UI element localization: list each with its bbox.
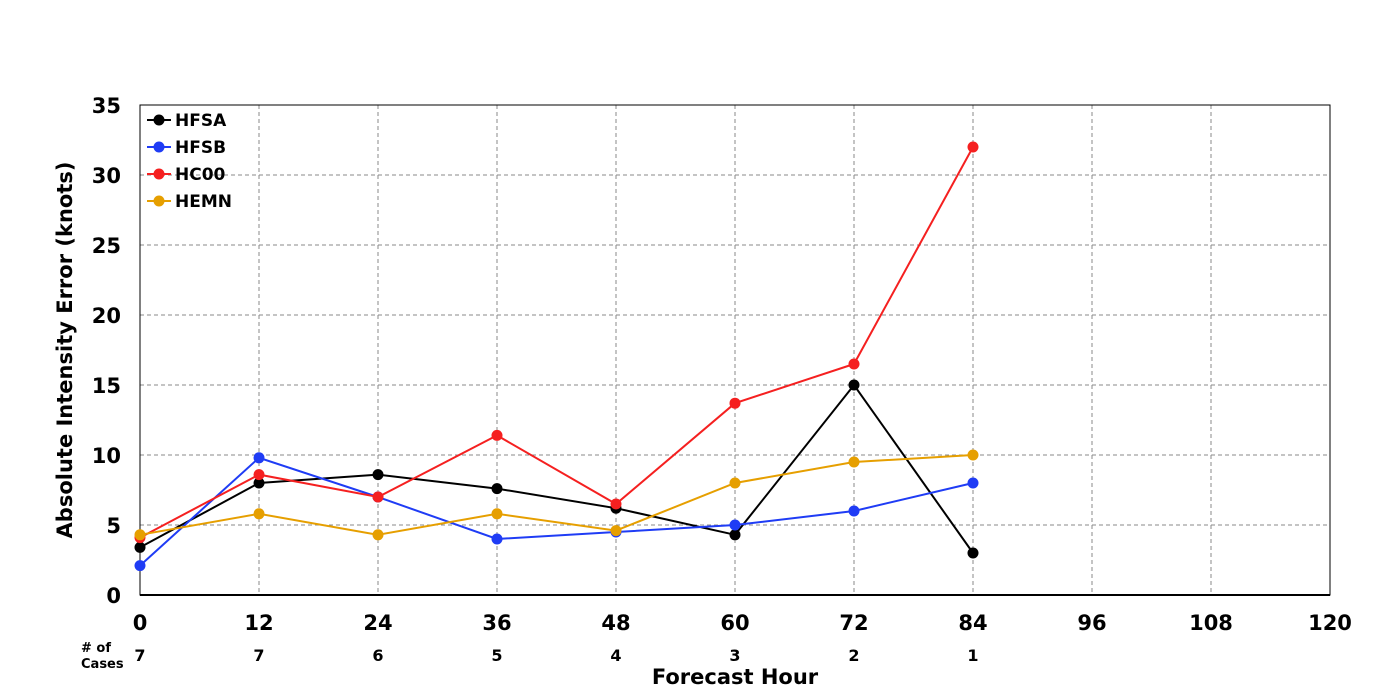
data-point	[967, 547, 979, 559]
y-tick-labels: 0 5 10 15 20 25 30 35	[92, 94, 121, 608]
y-tick-label: 25	[92, 234, 121, 258]
y-tick-label: 35	[92, 94, 121, 118]
data-point	[253, 469, 265, 481]
data-point	[967, 141, 979, 153]
data-point	[253, 508, 265, 520]
data-point	[134, 529, 146, 541]
data-point	[610, 498, 622, 510]
data-point	[848, 379, 860, 391]
legend-entry-hc00: HC00	[147, 165, 226, 185]
data-point	[610, 525, 622, 537]
data-point	[372, 469, 384, 481]
legend-marker	[153, 168, 165, 180]
legend-marker	[153, 141, 165, 153]
case-counts: # of Cases 7 7 6 5 4 3 2 1	[81, 641, 979, 672]
case-count: 5	[491, 646, 502, 665]
data-point	[729, 519, 741, 531]
x-tick-label: 48	[601, 611, 630, 635]
series-lines	[134, 141, 979, 572]
cases-label-line1: # of	[81, 641, 111, 656]
x-tick-label: 0	[133, 611, 148, 635]
data-point	[491, 429, 503, 441]
series-line	[139, 383, 974, 554]
data-point	[848, 358, 860, 370]
data-point	[967, 477, 979, 489]
series-line	[139, 456, 974, 567]
legend-label: HFSB	[175, 138, 226, 158]
legend-label: HC00	[175, 165, 226, 185]
series-hc00	[134, 141, 979, 544]
case-count: 2	[848, 646, 859, 665]
legend-entry-hfsa: HFSA	[147, 111, 227, 131]
legend-label: HFSA	[175, 111, 227, 131]
case-count: 7	[253, 646, 264, 665]
x-tick-label: 24	[363, 611, 392, 635]
data-point	[729, 529, 741, 541]
cases-label-line2: Cases	[81, 657, 124, 672]
series-line	[139, 146, 974, 539]
y-axis-title: Absolute Intensity Error (knots)	[53, 162, 77, 539]
x-tick-labels: 0 12 24 36 48 60 72 84 96 108 120	[133, 611, 1352, 635]
x-tick-label: 72	[839, 611, 868, 635]
series-hfsa	[134, 379, 979, 559]
data-point	[372, 529, 384, 541]
y-tick-label: 15	[92, 374, 121, 398]
data-point	[729, 397, 741, 409]
x-tick-label: 12	[244, 611, 273, 635]
legend: HFSA HFSB HC00 HEMN	[147, 111, 232, 212]
series-hfsb	[134, 452, 979, 572]
data-point	[491, 508, 503, 520]
legend-entry-hfsb: HFSB	[147, 138, 226, 158]
x-tick-label: 120	[1308, 611, 1352, 635]
legend-marker	[153, 195, 165, 207]
series-line	[139, 454, 974, 536]
x-tick-label: 84	[958, 611, 987, 635]
data-point	[491, 533, 503, 545]
x-tick-label: 108	[1189, 611, 1233, 635]
data-point	[491, 483, 503, 495]
y-tick-label: 5	[106, 514, 121, 538]
y-tick-label: 30	[92, 164, 121, 188]
y-tick-label: 20	[92, 304, 121, 328]
case-count: 7	[134, 646, 145, 665]
data-point	[848, 505, 860, 517]
series-hemn	[134, 449, 979, 541]
data-point	[729, 477, 741, 489]
case-count: 6	[372, 646, 383, 665]
x-axis-title: Forecast Hour	[652, 665, 819, 689]
data-point	[134, 560, 146, 572]
y-tick-label: 0	[106, 584, 121, 608]
x-tick-label: 60	[720, 611, 749, 635]
data-point	[967, 449, 979, 461]
y-tick-label: 10	[92, 444, 121, 468]
x-tick-label: 96	[1077, 611, 1106, 635]
legend-label: HEMN	[175, 192, 232, 212]
legend-marker	[153, 114, 165, 126]
data-point	[372, 491, 384, 503]
x-tick-label: 36	[482, 611, 511, 635]
case-count: 4	[610, 646, 621, 665]
legend-entry-hemn: HEMN	[147, 192, 232, 212]
data-point	[134, 541, 146, 553]
data-point	[253, 477, 265, 489]
case-count: 3	[729, 646, 740, 665]
data-point	[253, 452, 265, 464]
data-point	[848, 456, 860, 468]
case-count: 1	[967, 646, 978, 665]
